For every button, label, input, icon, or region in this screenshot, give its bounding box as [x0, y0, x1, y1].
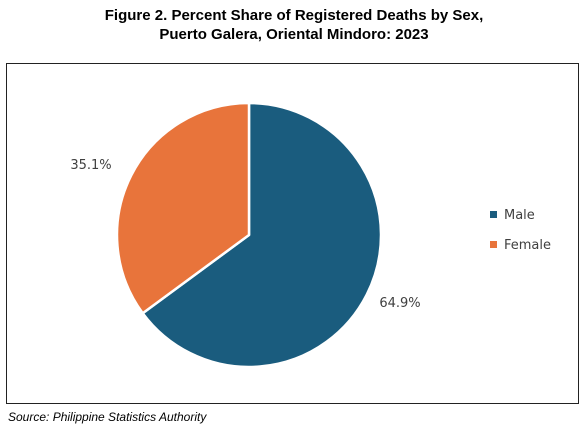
- data-label-male: 64.9%: [379, 296, 420, 311]
- chart-title-line-1: Figure 2. Percent Share of Registered De…: [104, 7, 484, 24]
- legend-swatch-male: [490, 211, 497, 218]
- data-label-female: 35.1%: [70, 158, 111, 173]
- legend-swatch-female: [490, 241, 497, 248]
- chart-legend: Male Female: [490, 208, 551, 253]
- chart-title: Figure 2. Percent Share of Registered De…: [0, 6, 588, 44]
- legend-label-female: Female: [504, 238, 551, 253]
- source-note: Source: Philippine Statistics Authority: [8, 410, 207, 424]
- chart-title-line-2: Puerto Galera, Oriental Mindoro: 2023: [159, 26, 429, 43]
- pie-chart: 64.9% 35.1% Male Female: [70, 101, 551, 369]
- legend-label-male: Male: [504, 208, 535, 223]
- pie-slice-male: [141, 101, 383, 369]
- pie-slices: [115, 101, 383, 369]
- pie-slice-female: [115, 101, 251, 315]
- pie-data-labels: 64.9% 35.1%: [70, 158, 420, 311]
